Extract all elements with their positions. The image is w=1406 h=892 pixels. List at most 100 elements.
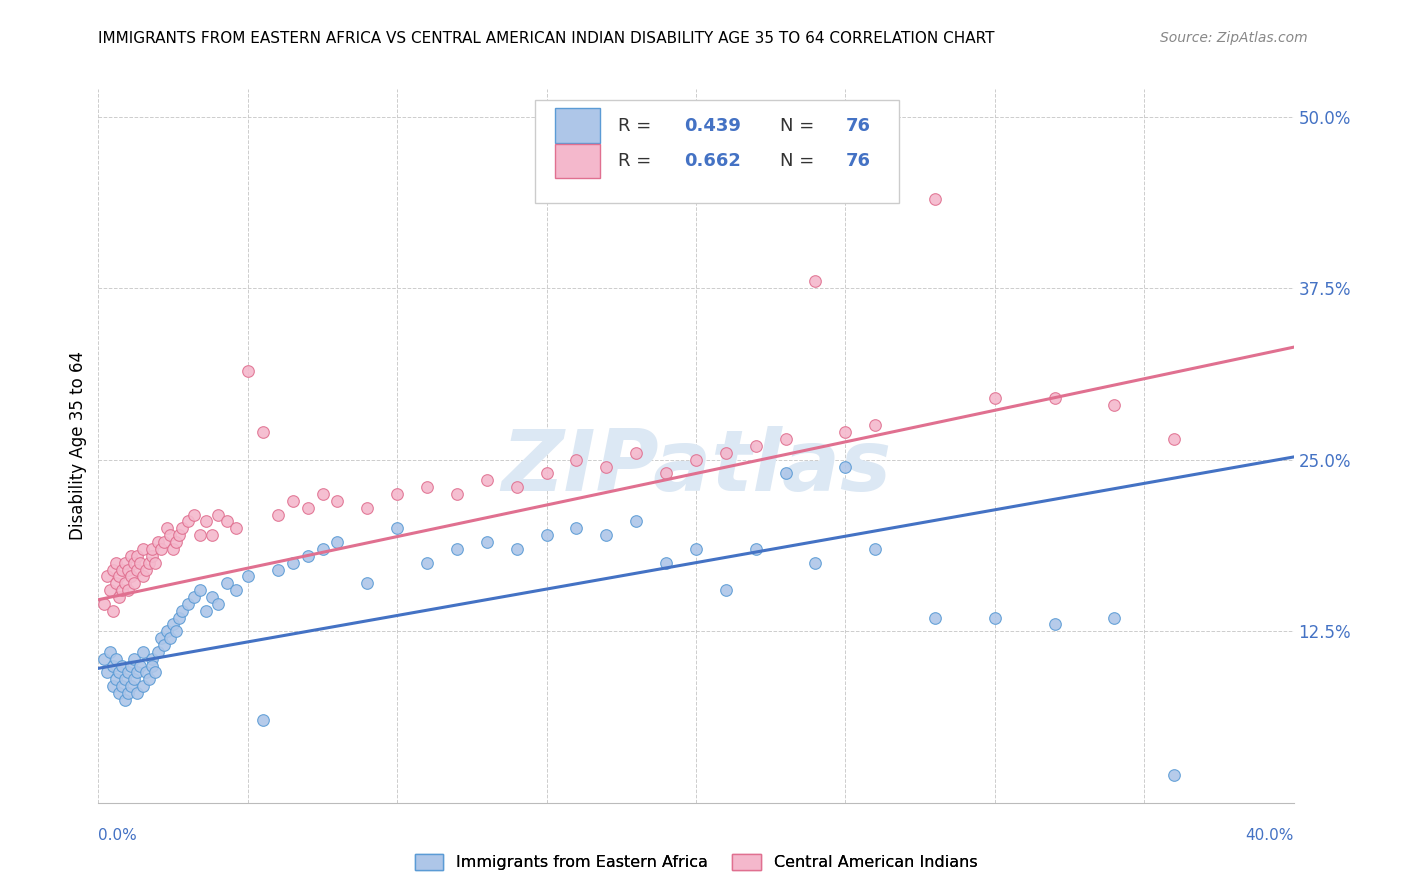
- Point: [132, 679, 155, 693]
- Text: 76: 76: [845, 153, 870, 170]
- Point: [188, 528, 211, 542]
- Point: [141, 549, 163, 563]
- Point: [127, 665, 149, 680]
- Text: ZIPatlas: ZIPatlas: [501, 425, 891, 509]
- Point: [93, 651, 115, 665]
- Point: [385, 521, 409, 535]
- Bar: [555, 145, 600, 178]
- Text: N =: N =: [779, 153, 820, 170]
- Point: [595, 528, 617, 542]
- Point: [98, 645, 122, 659]
- Point: [685, 541, 707, 556]
- Point: [111, 679, 134, 693]
- Point: [93, 597, 115, 611]
- Point: [207, 508, 229, 522]
- Point: [252, 425, 274, 440]
- Point: [834, 459, 856, 474]
- Point: [135, 562, 157, 576]
- Bar: [555, 109, 600, 143]
- Point: [105, 576, 128, 591]
- Text: 76: 76: [845, 117, 870, 135]
- Point: [132, 645, 155, 659]
- Point: [506, 541, 529, 556]
- Text: 0.439: 0.439: [685, 117, 741, 135]
- Point: [167, 528, 190, 542]
- Point: [98, 583, 122, 598]
- Point: [124, 556, 146, 570]
- Point: [114, 576, 136, 591]
- Point: [1104, 398, 1126, 412]
- Point: [1043, 617, 1066, 632]
- Text: 40.0%: 40.0%: [1246, 829, 1294, 843]
- Point: [148, 535, 170, 549]
- Point: [207, 597, 229, 611]
- Point: [311, 541, 333, 556]
- Point: [1104, 610, 1126, 624]
- Point: [745, 541, 768, 556]
- Point: [475, 535, 498, 549]
- Point: [225, 521, 247, 535]
- Point: [148, 645, 170, 659]
- Point: [924, 192, 946, 206]
- Text: N =: N =: [779, 117, 820, 135]
- Point: [297, 500, 319, 515]
- Point: [141, 651, 163, 665]
- Point: [1163, 432, 1185, 446]
- Point: [103, 562, 125, 576]
- Point: [114, 673, 136, 687]
- Point: [103, 658, 125, 673]
- Point: [236, 569, 259, 583]
- Point: [983, 610, 1005, 624]
- Point: [215, 515, 238, 529]
- Point: [924, 610, 946, 624]
- Point: [138, 556, 160, 570]
- Point: [138, 673, 160, 687]
- Point: [297, 549, 319, 563]
- Point: [124, 673, 146, 687]
- Point: [655, 556, 678, 570]
- Point: [201, 528, 224, 542]
- Point: [172, 521, 194, 535]
- Text: Source: ZipAtlas.com: Source: ZipAtlas.com: [1160, 31, 1308, 45]
- Point: [127, 549, 149, 563]
- Point: [124, 651, 146, 665]
- Point: [356, 500, 378, 515]
- Point: [446, 541, 468, 556]
- Point: [105, 556, 128, 570]
- Point: [804, 556, 827, 570]
- Point: [194, 515, 218, 529]
- Point: [267, 562, 290, 576]
- Point: [416, 556, 439, 570]
- Point: [225, 583, 247, 598]
- Point: [120, 658, 142, 673]
- Point: [162, 617, 184, 632]
- Point: [159, 528, 181, 542]
- Point: [120, 549, 142, 563]
- Point: [108, 569, 131, 583]
- Point: [685, 452, 707, 467]
- Point: [215, 576, 238, 591]
- Point: [188, 583, 211, 598]
- Point: [117, 665, 139, 680]
- Point: [177, 515, 200, 529]
- Point: [714, 446, 737, 460]
- Point: [446, 487, 468, 501]
- Point: [201, 590, 224, 604]
- Point: [326, 535, 349, 549]
- Point: [775, 467, 797, 481]
- Point: [124, 576, 146, 591]
- Point: [624, 446, 647, 460]
- Point: [114, 693, 136, 707]
- Point: [153, 638, 176, 652]
- Point: [143, 665, 166, 680]
- Point: [103, 604, 125, 618]
- Point: [167, 610, 190, 624]
- Point: [804, 274, 827, 288]
- Point: [127, 562, 149, 576]
- Point: [183, 508, 205, 522]
- Point: [111, 562, 134, 576]
- Point: [132, 541, 155, 556]
- Point: [165, 624, 187, 639]
- Point: [194, 604, 218, 618]
- Point: [252, 714, 274, 728]
